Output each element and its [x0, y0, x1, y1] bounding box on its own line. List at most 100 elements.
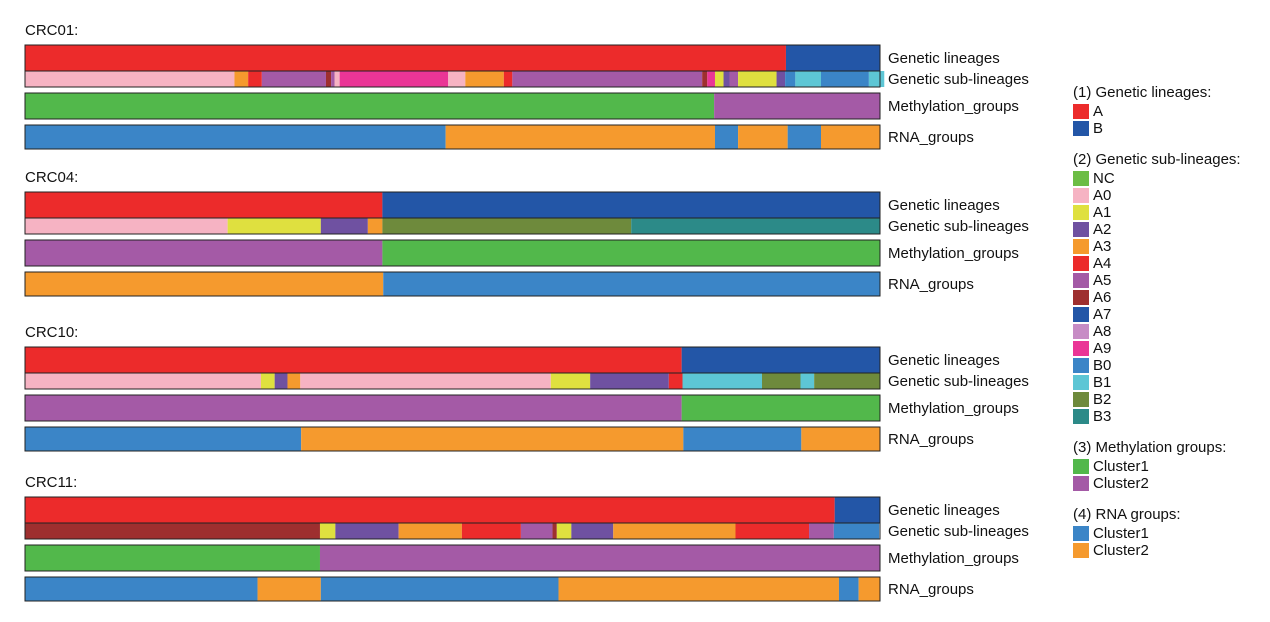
segment-lineage-a	[25, 192, 383, 218]
segment-sublineage-a9	[339, 71, 449, 87]
sample-block-crc01: CRC01: Genetic lineages Genetic sub-lineag…	[24, 22, 1029, 150]
legend-swatch-a	[1073, 104, 1089, 119]
segment-lineage-b	[785, 45, 880, 71]
legend-label: B	[1093, 120, 1103, 137]
legend-swatch-rna-cluster2	[1073, 543, 1089, 558]
legend-swatch-a8	[1073, 324, 1089, 339]
legend-label: A4	[1093, 255, 1111, 272]
legend-swatch-a9	[1073, 341, 1089, 356]
segment-lineage-a	[25, 497, 835, 523]
segment-sublineage-b1	[868, 71, 885, 87]
segment-sublineage-a3	[613, 523, 736, 539]
legend-swatch-a0	[1073, 188, 1089, 203]
legend-swatch-a1	[1073, 205, 1089, 220]
legend-label: Cluster2	[1093, 542, 1149, 559]
segment-rna-cluster2	[858, 577, 881, 601]
segment-sublineage-a1	[227, 218, 321, 234]
segment-methylation-cluster1	[25, 93, 715, 119]
segment-sublineage-a2	[335, 523, 399, 539]
track-outline-sublineage	[24, 372, 881, 390]
segment-methylation-cluster1	[25, 545, 320, 571]
legend-swatch-a7	[1073, 307, 1089, 322]
track-label-methylation: Methylation_groups	[888, 98, 1019, 115]
legend-label: Cluster1	[1093, 525, 1149, 542]
segment-sublineage-a0	[25, 71, 235, 87]
track-outline-rna	[24, 271, 881, 297]
segment-sublineage-a3	[367, 218, 383, 234]
segment-lineage-b	[834, 497, 880, 523]
segment-sublineage-a6	[325, 71, 332, 87]
legend-swatch-a2	[1073, 222, 1089, 237]
segment-lineage-a	[25, 45, 786, 71]
segment-rna-cluster2	[821, 125, 880, 149]
segment-sublineage-a4	[461, 523, 521, 539]
segment-rna-cluster1	[320, 577, 559, 601]
segment-rna-cluster1	[25, 577, 258, 601]
segment-rna-cluster1	[383, 272, 880, 296]
legend-label: B0	[1093, 357, 1111, 374]
track-outline-rna	[24, 426, 881, 452]
sample-block-crc04: CRC04: Genetic lineages Genetic sub-lineag…	[24, 169, 1029, 297]
segment-sublineage-a5	[331, 71, 335, 87]
legend-label: A5	[1093, 272, 1111, 289]
sample-block-crc10: CRC10: Genetic lineages Genetic sub-lineag…	[24, 324, 1029, 452]
segment-sublineage-a4	[503, 71, 513, 87]
segment-sublineage-a5	[809, 523, 834, 539]
track-label-sublineage: Genetic sub-lineages	[888, 373, 1029, 390]
legend-label: A3	[1093, 238, 1111, 255]
segment-sublineage-a3	[234, 71, 249, 87]
track-outline-sublineage	[24, 70, 881, 88]
track-label-sublineage: Genetic sub-lineages	[888, 523, 1029, 540]
segment-sublineage-a0	[25, 218, 228, 234]
segment-sublineage-a2	[274, 373, 288, 389]
legend-label: A7	[1093, 306, 1111, 323]
legend-title: (4) RNA groups:	[1073, 506, 1181, 523]
legend-label: A	[1093, 103, 1103, 120]
legend-label: Cluster1	[1093, 458, 1149, 475]
track-label-lineage: Genetic lineages	[888, 502, 1000, 519]
segment-sublineage-a0	[300, 373, 551, 389]
track-outline-rna	[24, 576, 881, 602]
segment-rna-cluster2	[801, 427, 880, 451]
sample-title: CRC10:	[25, 324, 78, 341]
segment-methylation-cluster1	[681, 395, 880, 421]
segment-sublineage-a0	[25, 373, 261, 389]
legend-label: A8	[1093, 323, 1111, 340]
segment-sublineage-b0	[833, 523, 880, 539]
segment-methylation-cluster2	[25, 395, 682, 421]
legend-label: Cluster2	[1093, 475, 1149, 492]
segment-rna-cluster2	[25, 272, 384, 296]
segment-sublineage-a5	[729, 71, 739, 87]
segment-methylation-cluster2	[319, 545, 880, 571]
legend-swatch-b	[1073, 121, 1089, 136]
segment-rna-cluster2	[301, 427, 684, 451]
segment-lineage-a	[25, 347, 682, 373]
segment-sublineage-a2	[571, 523, 614, 539]
segment-sublineage-a4	[668, 373, 683, 389]
legend-swatch-meth-cluster2	[1073, 476, 1089, 491]
segment-sublineage-a1	[260, 373, 275, 389]
segment-sublineage-a0	[448, 71, 466, 87]
segment-sublineage-a4	[248, 71, 262, 87]
track-label-lineage: Genetic lineages	[888, 50, 1000, 67]
segment-rna-cluster2	[738, 125, 788, 149]
segment-rna-cluster2	[558, 577, 839, 601]
legend-label: NC	[1093, 170, 1115, 187]
legend-title: (1) Genetic lineages:	[1073, 84, 1211, 101]
segment-sublineage-a1	[550, 373, 591, 389]
track-label-methylation: Methylation_groups	[888, 400, 1019, 417]
sample-title: CRC04:	[25, 169, 78, 186]
segment-rna-cluster1	[714, 125, 739, 149]
segment-sublineage-a9	[707, 71, 715, 87]
segment-sublineage-a2	[320, 218, 368, 234]
sample-title: CRC01:	[25, 22, 78, 39]
segment-sublineage-b2	[814, 373, 880, 389]
sample-title: CRC11:	[25, 474, 77, 491]
segment-sublineage-b2	[382, 218, 632, 234]
segment-sublineage-a5	[261, 71, 326, 87]
track-label-lineage: Genetic lineages	[888, 197, 1000, 214]
track-outline-sublineage	[24, 217, 881, 235]
segment-sublineage-a2	[590, 373, 669, 389]
